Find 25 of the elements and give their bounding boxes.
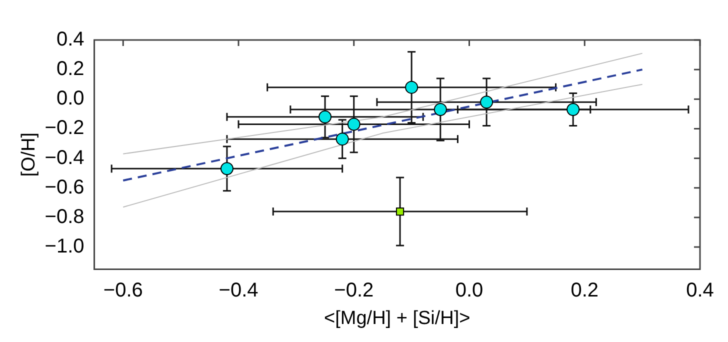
point: [220, 162, 234, 176]
x-tick-label: 0.0: [455, 280, 484, 302]
y-tick-label: −0.8: [44, 206, 84, 228]
x-tick-label: −0.6: [103, 280, 143, 302]
point: [347, 118, 360, 131]
point: [434, 103, 447, 116]
y-tick-label: −1.0: [44, 236, 84, 258]
point: [566, 103, 580, 116]
point: [318, 110, 332, 124]
x-axis-title: <[Mg/H] + [Si/H]>: [324, 308, 470, 329]
point: [336, 132, 349, 146]
x-tick-label: −0.4: [218, 280, 258, 302]
point: [396, 207, 404, 216]
point: [405, 80, 418, 94]
x-tick-label: 0.2: [570, 280, 599, 302]
x-tick-label: −0.2: [334, 280, 374, 302]
point: [480, 96, 494, 109]
y-tick-label: 0.2: [56, 58, 84, 80]
y-tick-label: −0.2: [44, 117, 84, 140]
x-tick-label: 0.4: [686, 280, 714, 302]
y-tick-label: 0.4: [56, 28, 84, 51]
y-tick-label: −0.6: [44, 176, 84, 198]
y-axis-title: [O/H]: [18, 132, 40, 177]
y-tick-label: 0.0: [56, 88, 84, 110]
y-tick-label: −0.4: [44, 146, 84, 169]
